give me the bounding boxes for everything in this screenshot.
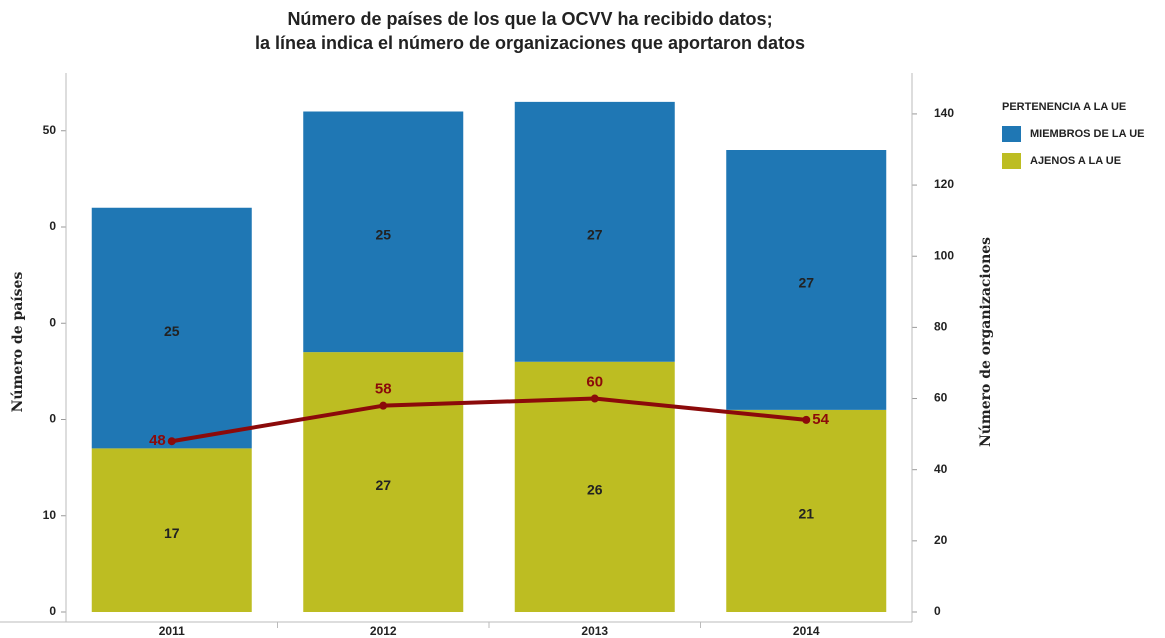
x-tick-label: 2011: [159, 624, 185, 638]
legend-swatch: [1002, 153, 1021, 169]
y2-tick-label: 0: [934, 604, 941, 618]
x-tick-label: 2014: [793, 624, 820, 638]
bar-value-label: 17: [164, 525, 180, 541]
chart-title: Número de países de los que la OCVV ha r…: [287, 9, 772, 29]
y-tick-label: 10: [43, 508, 57, 522]
bar-segment: [91, 207, 252, 449]
y-tick-label: 0: [49, 412, 56, 426]
y2-tick-label: 60: [934, 391, 948, 405]
line-value-label: 60: [586, 374, 603, 391]
y-tick-label: 0: [49, 219, 56, 233]
y-tick-label: 50: [43, 123, 57, 137]
line-point: [167, 437, 176, 446]
legend-label: AJENOS A LA UE: [1030, 155, 1121, 167]
bar-segment: [514, 101, 675, 362]
y-tick-label: 0: [49, 604, 56, 618]
y-tick-label: 0: [49, 315, 56, 329]
x-tick-label: 2013: [581, 624, 608, 638]
legend-swatch: [1002, 126, 1021, 142]
bar-segment: [726, 409, 887, 612]
x-tick-label: 2012: [370, 624, 397, 638]
bar-value-label: 26: [587, 482, 603, 498]
bar-value-label: 21: [798, 506, 814, 522]
bar-value-label: 27: [375, 477, 391, 493]
bar-value-label: 27: [798, 275, 814, 291]
line-value-label: 54: [812, 411, 829, 428]
bar-segment: [303, 352, 464, 612]
legend-title: PERTENENCIA A LA UE: [1002, 101, 1126, 113]
line: [171, 396, 807, 444]
y2-axis-label: Número de organizaciones: [978, 237, 994, 447]
y2-tick-label: 100: [934, 248, 954, 262]
bar-segment: [91, 448, 252, 612]
line-point: [802, 415, 811, 424]
legend-label: MIEMBROS DE LA UE: [1030, 128, 1145, 140]
line-value-label: 48: [149, 432, 166, 449]
y-axis-label: Número de países: [10, 272, 26, 413]
bar-value-label: 25: [375, 227, 391, 243]
y2-tick-label: 120: [934, 177, 954, 191]
line-value-label: 58: [375, 381, 392, 398]
y2-tick-label: 80: [934, 320, 948, 334]
bar-segment: [303, 111, 464, 353]
y2-tick-label: 20: [934, 533, 948, 547]
line-point: [590, 394, 599, 403]
y2-tick-label: 40: [934, 462, 948, 476]
y2-tick-label: 140: [934, 106, 954, 120]
bar-value-label: 27: [587, 227, 603, 243]
line-point: [379, 401, 388, 410]
chart-subtitle: la línea indica el número de organizacio…: [255, 33, 805, 53]
bar-value-label: 25: [164, 323, 180, 339]
bar-segment: [726, 150, 887, 410]
